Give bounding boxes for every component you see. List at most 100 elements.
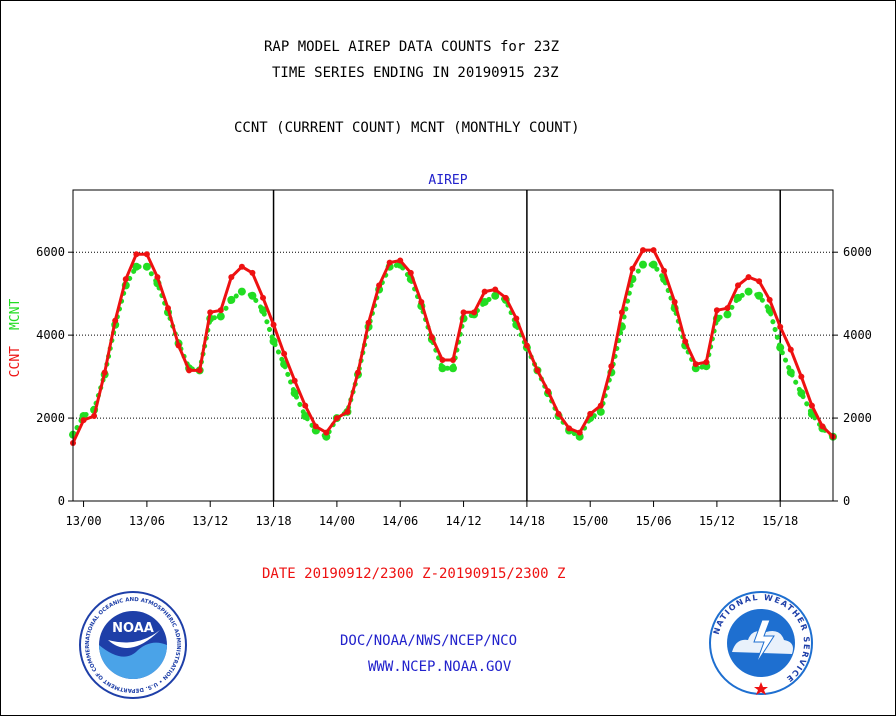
data-point-ccnt <box>122 276 129 283</box>
data-point-ccnt <box>713 307 720 314</box>
data-point-mcnt <box>639 260 647 269</box>
data-point-ccnt <box>735 282 741 289</box>
y-tick-label-right: 2000 <box>843 411 872 425</box>
data-point-ccnt <box>196 367 203 374</box>
data-point-mcnt <box>216 312 225 321</box>
x-tick-label: 13/12 <box>192 514 228 528</box>
data-point-ccnt <box>629 265 636 272</box>
plot-area <box>72 189 834 502</box>
data-point-ccnt <box>291 377 298 384</box>
data-point-mcnt <box>301 411 310 420</box>
y-tick-label-left: 4000 <box>36 328 65 342</box>
data-point-mcnt <box>797 389 806 398</box>
data-point-ccnt <box>376 282 383 289</box>
data-point-ccnt <box>217 307 224 314</box>
data-point-ccnt <box>91 412 98 419</box>
data-point-ccnt <box>165 305 171 312</box>
y-tick-label-right: 6000 <box>843 245 872 259</box>
y-tick-label-left: 0 <box>58 494 65 508</box>
data-point-ccnt <box>344 408 351 415</box>
series-mcnt <box>69 260 837 441</box>
data-point-ccnt <box>566 425 573 432</box>
x-tick-label: 15/12 <box>699 514 735 528</box>
data-point-ccnt <box>355 369 361 376</box>
data-point-ccnt <box>80 417 87 424</box>
data-point-ccnt <box>597 402 604 409</box>
y-axis-label-mcnt: MCNT <box>8 299 23 330</box>
data-point-ccnt <box>312 423 319 430</box>
x-tick-label: 14/00 <box>319 514 355 528</box>
data-point-ccnt <box>703 359 710 366</box>
data-point-ccnt <box>513 315 520 322</box>
data-point-mcnt <box>290 389 299 398</box>
noaa-wordmark: NOAA <box>112 621 154 636</box>
data-point-ccnt <box>777 323 784 330</box>
data-point-mcnt <box>480 297 489 306</box>
y-tick-label-left: 2000 <box>36 411 65 425</box>
nws-logo: NATIONAL WEATHER SERVICE <box>709 591 813 695</box>
y-axis-label-ccnt: CCNT <box>8 346 23 377</box>
data-point-ccnt <box>587 410 594 417</box>
data-point-mcnt <box>259 306 267 315</box>
data-point-ccnt <box>418 298 425 305</box>
data-point-mcnt <box>786 368 795 377</box>
data-point-ccnt <box>471 309 478 316</box>
y-tick-label-right: 4000 <box>843 328 872 342</box>
data-point-ccnt <box>175 342 182 349</box>
data-point-ccnt <box>428 334 435 341</box>
data-point-mcnt <box>438 364 447 373</box>
y-tick-label-right: 0 <box>843 494 850 508</box>
data-point-ccnt <box>724 305 731 312</box>
data-point-ccnt <box>133 251 140 258</box>
data-point-ccnt <box>534 367 541 374</box>
data-point-ccnt <box>692 361 699 368</box>
data-point-ccnt <box>608 363 615 370</box>
data-point-ccnt <box>650 247 657 254</box>
data-point-mcnt <box>142 262 151 271</box>
data-point-ccnt <box>798 373 805 380</box>
data-point-ccnt <box>661 267 668 274</box>
x-tick-label: 14/12 <box>445 514 481 528</box>
date-range-label: DATE 20190912/2300 Z-20190915/2300 Z <box>262 566 566 582</box>
data-point-mcnt <box>449 364 457 373</box>
data-point-ccnt <box>270 321 277 328</box>
data-point-ccnt <box>323 429 330 436</box>
series-line-mcnt <box>70 262 836 440</box>
data-point-ccnt <box>112 317 119 324</box>
data-point-ccnt <box>555 410 562 417</box>
series-layer <box>69 247 837 446</box>
data-point-mcnt <box>755 291 764 300</box>
data-point-ccnt <box>766 296 773 303</box>
website-link[interactable]: WWW.NCEP.NOAA.GOV <box>368 659 512 675</box>
data-point-ccnt <box>523 342 530 349</box>
data-point-ccnt <box>281 350 288 357</box>
data-point-ccnt <box>365 319 372 326</box>
data-point-mcnt <box>269 337 278 346</box>
data-point-ccnt <box>333 415 340 422</box>
data-point-ccnt <box>397 257 404 264</box>
data-point-ccnt <box>386 259 393 266</box>
data-point-ccnt <box>207 309 214 316</box>
data-point-ccnt <box>460 309 467 316</box>
chart-title-line-2: TIME SERIES ENDING IN 20190915 23Z <box>272 65 559 81</box>
data-point-mcnt <box>649 260 658 269</box>
data-point-ccnt <box>640 247 646 254</box>
data-point-ccnt <box>819 423 826 430</box>
chart-panel-title: AIREP <box>428 173 467 188</box>
data-point-ccnt <box>407 269 414 276</box>
noaa-logo: NOAA NATIONAL OCEANIC AND ATMOSPHERIC AD… <box>78 590 187 699</box>
chart-subtitle: CCNT (CURRENT COUNT) MCNT (MONTHLY COUNT… <box>234 120 580 136</box>
data-point-ccnt <box>238 263 245 270</box>
data-point-mcnt <box>596 407 605 416</box>
x-tick-label: 15/06 <box>635 514 671 528</box>
data-point-mcnt <box>248 291 257 300</box>
data-point-ccnt <box>787 346 794 353</box>
data-point-ccnt <box>186 367 193 374</box>
x-tick-label: 15/18 <box>762 514 798 528</box>
data-point-ccnt <box>302 402 309 409</box>
x-tick-label: 14/06 <box>382 514 418 528</box>
y-axis-label: CCNT MCNT <box>8 299 23 378</box>
x-tick-label: 14/18 <box>509 514 545 528</box>
data-point-ccnt <box>143 251 150 258</box>
data-point-mcnt <box>734 293 742 302</box>
